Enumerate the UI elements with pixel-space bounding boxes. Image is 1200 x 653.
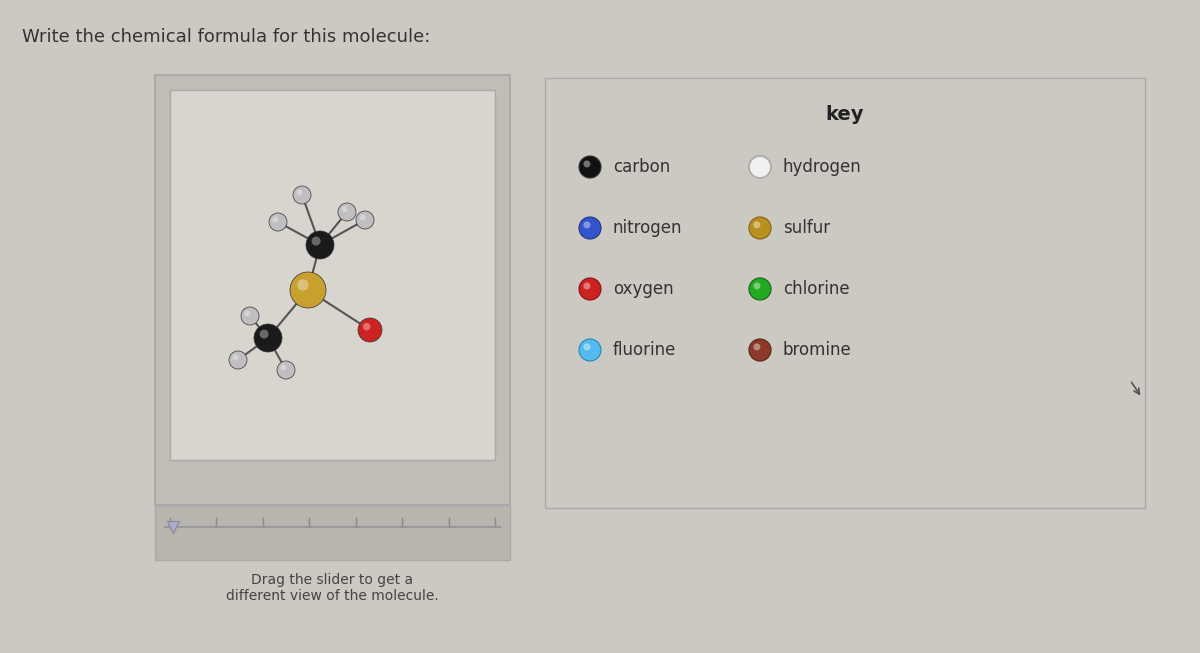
- Circle shape: [360, 215, 365, 220]
- Text: bromine: bromine: [784, 341, 852, 359]
- Circle shape: [358, 318, 382, 342]
- Circle shape: [580, 156, 601, 178]
- Circle shape: [342, 206, 347, 212]
- Text: chlorine: chlorine: [784, 280, 850, 298]
- Circle shape: [580, 339, 601, 361]
- Circle shape: [362, 323, 371, 330]
- Circle shape: [749, 217, 772, 239]
- Circle shape: [277, 361, 295, 379]
- Text: Drag the slider to get a
different view of the molecule.: Drag the slider to get a different view …: [226, 573, 438, 603]
- Circle shape: [749, 156, 772, 178]
- Circle shape: [749, 278, 772, 300]
- Circle shape: [259, 330, 269, 338]
- Circle shape: [356, 211, 374, 229]
- Text: sulfur: sulfur: [784, 219, 830, 237]
- Circle shape: [338, 203, 356, 221]
- Bar: [155, 505, 510, 560]
- Circle shape: [749, 339, 772, 361]
- Text: hydrogen: hydrogen: [784, 158, 862, 176]
- Circle shape: [306, 231, 334, 259]
- Circle shape: [281, 364, 287, 370]
- Circle shape: [754, 221, 761, 229]
- Circle shape: [754, 282, 761, 289]
- Circle shape: [254, 324, 282, 352]
- Circle shape: [241, 307, 259, 325]
- Circle shape: [269, 213, 287, 231]
- Circle shape: [298, 279, 308, 291]
- Bar: [155, 75, 510, 505]
- Circle shape: [229, 351, 247, 369]
- Circle shape: [583, 282, 590, 289]
- Bar: [170, 90, 496, 460]
- Circle shape: [296, 189, 302, 195]
- Circle shape: [583, 343, 590, 351]
- Circle shape: [583, 221, 590, 229]
- Text: Write the chemical formula for this molecule:: Write the chemical formula for this mole…: [22, 28, 431, 46]
- Circle shape: [233, 355, 239, 360]
- Text: key: key: [826, 105, 864, 124]
- Circle shape: [290, 272, 326, 308]
- Text: fluorine: fluorine: [613, 341, 677, 359]
- Circle shape: [245, 311, 251, 316]
- Circle shape: [583, 161, 590, 167]
- Circle shape: [272, 217, 278, 223]
- Circle shape: [580, 278, 601, 300]
- Circle shape: [312, 236, 320, 246]
- Text: nitrogen: nitrogen: [613, 219, 683, 237]
- Bar: [545, 78, 1145, 508]
- Text: oxygen: oxygen: [613, 280, 673, 298]
- Text: carbon: carbon: [613, 158, 671, 176]
- Circle shape: [293, 186, 311, 204]
- Circle shape: [754, 343, 761, 351]
- Circle shape: [580, 217, 601, 239]
